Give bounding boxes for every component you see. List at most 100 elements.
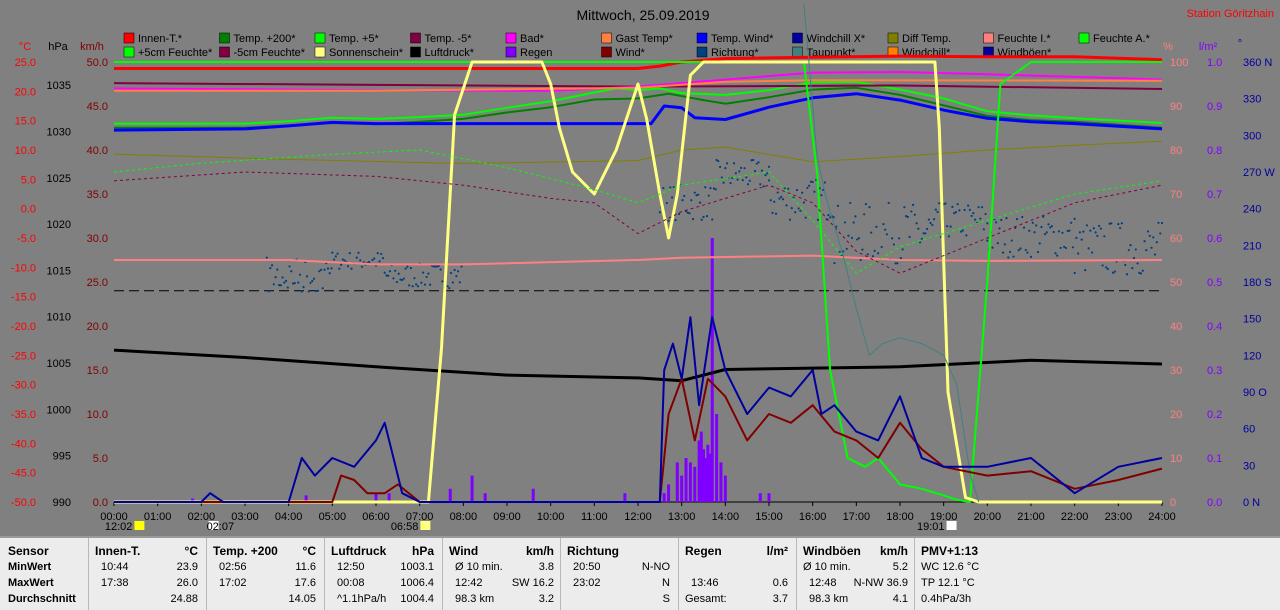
stats-column-temp200: Temp. +200 °C 02:56 11.6 17:02 17.6 14.0…: [206, 538, 324, 610]
direction-point: [305, 275, 309, 278]
direction-point: [802, 201, 806, 204]
direction-point: [1099, 227, 1102, 230]
wind-tick-label: 45.0: [87, 101, 108, 113]
rain-bar: [675, 462, 679, 502]
statistics-panel: Sensor MinWert MaxWert Durchschnitt Inne…: [0, 536, 1280, 610]
temp200-min-time: 02:56: [219, 561, 247, 573]
direction-point: [1012, 255, 1015, 258]
stats-header-temp200: Temp. +200: [213, 544, 278, 558]
direction-point: [1054, 252, 1057, 255]
time-tick-label: 10:00: [537, 511, 565, 523]
pressure-tick-label: 1000: [47, 404, 71, 416]
direction-point: [842, 250, 845, 253]
stats-header-regen: Regen: [685, 544, 722, 558]
direction-point: [790, 207, 793, 210]
rain-tick-label: 0.3: [1207, 365, 1222, 377]
direction-point: [896, 262, 899, 265]
direction-point: [662, 186, 665, 190]
direction-point: [1070, 221, 1073, 224]
humidity-axis-unit: %: [1163, 41, 1173, 53]
legend-swatch: [983, 32, 994, 44]
wind-tick-label: 15.0: [87, 365, 108, 377]
direction-point: [917, 227, 920, 230]
time-tick-label: 17:00: [843, 511, 871, 523]
direction-point: [404, 267, 407, 270]
direction-point: [385, 274, 388, 277]
direction-point: [823, 181, 826, 184]
series-line-wind: [114, 377, 1163, 503]
direction-point: [1101, 264, 1104, 267]
series-line-diff-temp: [113, 140, 1163, 164]
richtung-r2a: 23:02: [573, 577, 601, 589]
luftdruck-max-time: 00:08: [337, 577, 365, 589]
temp-tick-label: -10.0: [11, 262, 36, 274]
direction-point: [420, 281, 423, 284]
direction-point: [927, 218, 930, 221]
wind-r2b: SW 16.2: [511, 577, 554, 589]
direction-point: [297, 281, 300, 284]
direction-point: [1064, 246, 1068, 250]
direction-point: [1146, 230, 1150, 233]
direction-point: [439, 268, 442, 271]
direction-point: [922, 232, 925, 235]
direction-point: [806, 186, 809, 189]
direction-point: [415, 283, 418, 286]
pressure-tick-label: 990: [53, 497, 71, 509]
stats-header-richtung: Richtung: [567, 544, 619, 558]
direction-point: [908, 235, 911, 239]
direction-point: [1015, 218, 1019, 221]
temp200-avg: 14.05: [288, 593, 316, 605]
direction-point: [1063, 245, 1066, 248]
direction-point: [709, 187, 712, 190]
direction-point: [759, 183, 762, 186]
direction-point: [704, 186, 707, 189]
direction-point: [1066, 229, 1069, 233]
boeen-r2b: N-NW 36.9: [853, 577, 908, 589]
direction-point: [813, 190, 816, 193]
direction-point: [427, 272, 430, 275]
direction-point: [397, 272, 400, 275]
direction-point: [1059, 246, 1062, 250]
stats-column-pmv: PMV+1:13 WC 12.6 °C TP 12.1 °C 0.4hPa/3h: [914, 538, 1032, 610]
legend-swatch: [601, 32, 612, 44]
bottom-markers: 12:02 02:07 06:58 19:01: [105, 521, 957, 533]
rain-bar: [684, 458, 688, 502]
direction-point: [960, 230, 963, 233]
legend-label: Windchill X*: [807, 33, 866, 45]
direction-point: [408, 284, 411, 287]
direction-point: [267, 290, 270, 293]
stats-label-avg: Durchschnitt: [8, 593, 76, 605]
stats-header-boeen: Windböen: [803, 544, 861, 558]
direction-tick-label: 0 N: [1243, 497, 1260, 509]
rain-bar: [531, 488, 535, 502]
direction-point: [711, 218, 714, 221]
direction-point: [801, 191, 804, 194]
innen-min: 23.9: [176, 561, 198, 573]
time-tick-label: 00:00: [100, 511, 128, 523]
direction-point: [1111, 271, 1115, 274]
direction-point: [794, 211, 797, 214]
direction-point: [284, 279, 288, 282]
direction-tick-label: 300: [1243, 130, 1261, 142]
direction-point: [1038, 242, 1041, 245]
direction-point: [746, 183, 750, 186]
wind-tick-label: 5.0: [93, 453, 108, 465]
direction-point: [954, 211, 957, 214]
direction-point: [388, 270, 392, 273]
direction-point: [1080, 238, 1083, 241]
legend-swatch: [601, 46, 612, 58]
direction-point: [290, 270, 293, 273]
station-name: Station Göritzhain: [1187, 8, 1274, 20]
temp-tick-label: 5.0: [21, 174, 36, 186]
time-tick-label: 16:00: [799, 511, 827, 523]
direction-point: [453, 268, 456, 272]
direction-point: [272, 283, 275, 286]
direction-point: [838, 250, 841, 254]
direction-tick-label: 60: [1243, 424, 1255, 436]
legend-label: Temp. -5*: [425, 33, 473, 45]
direction-point: [998, 227, 1001, 230]
direction-point: [1125, 273, 1129, 276]
direction-point: [332, 258, 336, 261]
direction-point: [850, 236, 854, 239]
direction-point: [725, 162, 729, 165]
